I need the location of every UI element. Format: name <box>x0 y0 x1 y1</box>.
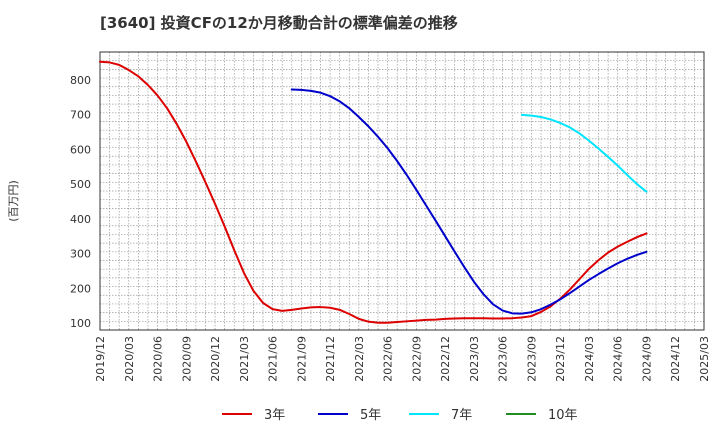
series-lines <box>99 60 648 324</box>
y-axis-label: (百万円) <box>7 180 20 222</box>
x-tick-label: 2020/12 <box>209 336 222 382</box>
x-tick-label: 2023/12 <box>554 336 567 382</box>
y-tick-label: 500 <box>70 178 91 191</box>
x-tick-label: 2021/06 <box>267 336 280 382</box>
y-axis-ticks: 100 200 300 400 500 600 700 800 <box>70 74 91 330</box>
x-tick-label: 2022/06 <box>382 336 395 382</box>
y-tick-label: 100 <box>70 317 91 330</box>
x-tick-label: 2023/09 <box>525 336 538 382</box>
series-line-5年 <box>290 88 648 315</box>
grid <box>100 52 704 330</box>
x-tick-label: 2025/03 <box>698 336 711 382</box>
y-tick-label: 200 <box>70 282 91 295</box>
x-tick-label: 2020/09 <box>180 336 193 382</box>
x-tick-label: 2022/09 <box>410 336 423 382</box>
x-tick-label: 2022/03 <box>353 336 366 382</box>
plot-frame <box>99 51 705 331</box>
x-tick-label: 2023/03 <box>468 336 481 382</box>
legend-label: 7年 <box>451 408 472 423</box>
x-axis-ticks: 2019/12 2020/03 2020/06 2020/09 2020/12 2021/… <box>94 336 711 382</box>
x-tick-label: 2022/12 <box>439 336 452 382</box>
y-tick-label: 700 <box>70 109 91 122</box>
x-tick-label: 2021/03 <box>238 336 251 382</box>
legend-label: 10年 <box>548 408 578 423</box>
y-tick-label: 300 <box>70 248 91 261</box>
x-tick-label: 2021/09 <box>295 336 308 382</box>
legend-label: 3年 <box>264 408 285 423</box>
chart-title: [3640] 投資CFの12か月移動合計の標準偏差の推移 <box>100 14 458 32</box>
y-tick-label: 800 <box>70 74 91 87</box>
x-tick-label: 2024/03 <box>583 336 596 382</box>
x-tick-label: 2021/12 <box>324 336 337 382</box>
x-tick-label: 2023/06 <box>497 336 510 382</box>
legend-label: 5年 <box>360 408 381 423</box>
y-tick-label: 600 <box>70 143 91 156</box>
x-tick-label: 2024/12 <box>669 336 682 382</box>
x-tick-label: 2024/06 <box>612 336 625 382</box>
plot-background <box>100 52 704 330</box>
x-tick-label: 2024/09 <box>640 336 653 382</box>
y-tick-label: 400 <box>70 213 91 226</box>
x-tick-label: 2020/03 <box>123 336 136 382</box>
x-tick-label: 2020/06 <box>152 336 165 382</box>
legend: 3年 5年 7年 10年 <box>222 408 578 423</box>
series-line-7年 <box>520 113 648 193</box>
x-tick-label: 2019/12 <box>94 336 107 382</box>
